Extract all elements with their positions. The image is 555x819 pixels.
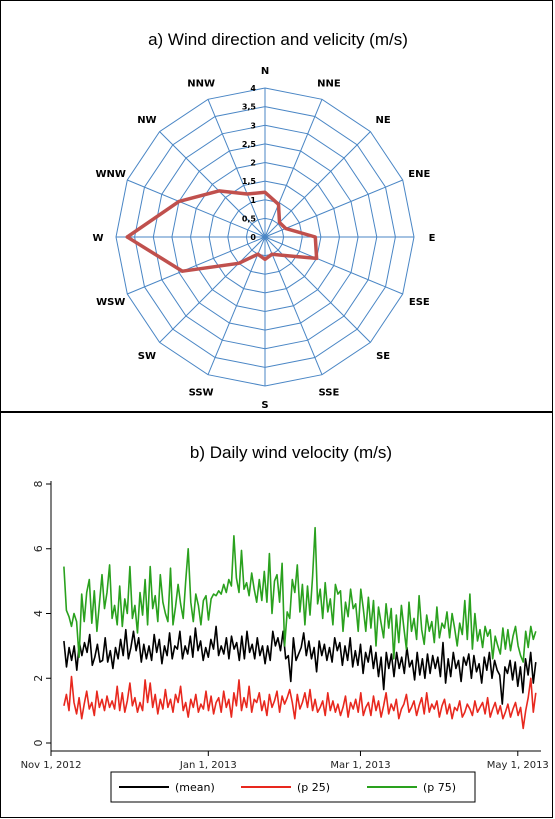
radar-title: a) Wind direction and velicity (m/s) [148,30,408,49]
radar-spoke [264,236,403,295]
radar-radial-tick: 2 [250,159,256,168]
y-tick-label: 2 [32,675,45,682]
radar-radial-tick: 1 [250,196,256,205]
radar-direction-label: WSW [96,297,125,308]
radar-direction-label: N [261,66,269,77]
radar-radial-tick: 3,5 [242,103,257,112]
radar-spoke [159,131,266,238]
radar-direction-label: SSW [189,387,214,398]
x-tick-label: Mar 1, 2013 [330,760,390,771]
radar-direction-label: E [429,233,436,244]
wind-rose-chart: a) Wind direction and velicity (m/s) 0 0,… [92,30,436,411]
radar-direction-label: NNW [187,79,215,90]
legend-label: (p 25) [297,781,330,794]
radar-radial-tick: 3 [250,121,256,130]
radar-radial-tick: 1,5 [242,177,257,186]
daily-velocity-panel: b) Daily wind velocity (m/s) 0 2 4 6 8 Nov 1,… [0,412,553,818]
series-line-1 [63,675,537,730]
radar-direction-label: SE [376,351,390,362]
legend-label: (p 75) [423,781,456,794]
y-tick-label: 8 [32,481,45,488]
radar-direction-label: ESE [409,297,430,308]
daily-velocity-chart: b) Daily wind velocity (m/s) 0 2 4 6 8 Nov 1,… [21,443,549,803]
radar-spoke [127,179,266,238]
series-line-0 [63,625,537,705]
radar-series-line [125,189,319,273]
radar-radial-tick: 0,5 [242,214,257,223]
x-tick-label: May 1, 2013 [487,760,549,771]
radar-spoke [264,99,323,238]
radar-spoke [264,236,323,375]
radar-direction-label: WNW [95,169,125,180]
y-tick-label: 0 [32,740,45,747]
line-title: b) Daily wind velocity (m/s) [190,443,392,462]
radar-radial-tick: 2,5 [242,140,257,149]
radar-spoke [207,99,266,238]
radar-radial-tick: 4 [250,84,256,93]
radar-direction-label: W [92,233,103,244]
radar-direction-label: S [261,400,268,411]
y-tick-label: 6 [32,545,45,552]
x-tick-label: Nov 1, 2012 [21,760,82,771]
wind-rose-panel: a) Wind direction and velicity (m/s) 0 0,… [0,0,553,412]
series-line-2 [63,526,537,663]
legend-label: (mean) [175,781,215,794]
x-tick-label: Jan 1, 2013 [179,760,237,771]
radar-direction-label: NE [375,115,390,126]
radar-radial-tick: 0 [250,233,256,242]
radar-spoke [207,236,266,375]
radar-direction-label: NNE [317,79,341,90]
radar-spoke [127,236,266,295]
y-tick-label: 4 [32,610,45,617]
radar-direction-label: NW [137,115,156,126]
radar-direction-label: SSE [319,387,340,398]
radar-spoke [264,131,371,238]
radar-spoke [159,236,266,343]
radar-direction-label: SW [138,351,156,362]
radar-direction-label: ENE [408,169,430,180]
